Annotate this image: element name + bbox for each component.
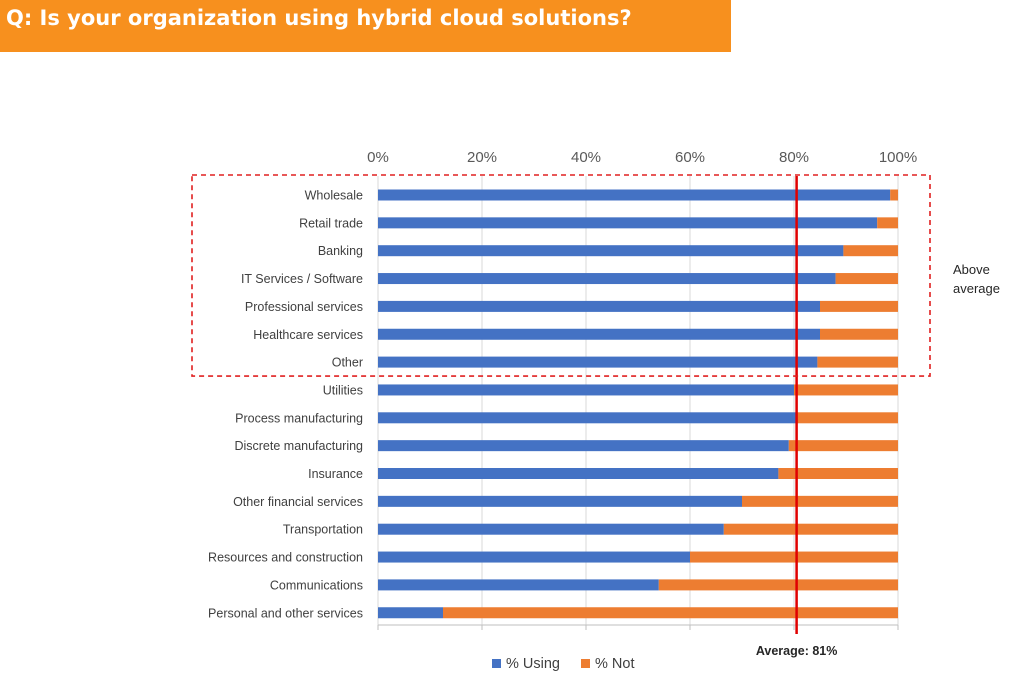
category-label: Banking (318, 244, 363, 258)
bar-not (820, 328, 898, 340)
bar-using (378, 328, 820, 340)
bar-not (877, 217, 898, 229)
bar-not (817, 356, 898, 368)
bar-not (742, 495, 898, 507)
bar-using (378, 607, 443, 619)
bar-not (794, 384, 898, 396)
title-banner: Q: Is your organization using hybrid clo… (0, 0, 731, 52)
bar-not (788, 440, 898, 452)
x-axis-ticks: 0% 20% 40% 60% 80% 100% (367, 149, 917, 166)
above-average-label: average (953, 281, 1000, 296)
bar-not (723, 523, 898, 535)
bars (378, 189, 898, 619)
bar-using (378, 412, 797, 424)
legend: % Using % Not (492, 656, 635, 672)
category-label: IT Services / Software (241, 272, 363, 286)
category-label: Other (332, 356, 363, 370)
bar-using (378, 356, 818, 368)
bar-not (443, 607, 898, 619)
bar-using (378, 217, 878, 229)
category-label: Process manufacturing (235, 411, 363, 425)
x-tick-label: 20% (467, 149, 497, 166)
annotations: Average: 81% Above average (191, 174, 1000, 658)
bar-using (378, 189, 891, 201)
category-label: Other financial services (233, 495, 363, 509)
bar-not (843, 245, 898, 257)
bar-using (378, 300, 820, 312)
bar-using (378, 468, 779, 479)
bar-using (378, 495, 742, 507)
bar-not (890, 189, 898, 201)
bar-not (820, 300, 898, 312)
bar-not (835, 273, 898, 285)
x-tick-label: 0% (367, 149, 389, 166)
category-label: Healthcare services (253, 328, 363, 342)
category-label: Communications (270, 578, 363, 592)
bar-not (778, 468, 898, 479)
category-label: Wholesale (305, 189, 363, 203)
legend-label-using: % Using (506, 656, 560, 672)
chart-title: Q: Is your organization using hybrid clo… (6, 6, 632, 30)
category-label: Resources and construction (208, 551, 363, 565)
bar-using (378, 273, 836, 285)
bar-not (796, 412, 898, 424)
above-average-label: Above (953, 262, 990, 277)
bar-using (378, 551, 690, 563)
bar-using (378, 579, 659, 591)
bar-using (378, 440, 789, 452)
bar-using (378, 384, 794, 396)
x-tick-label: 40% (571, 149, 601, 166)
x-tick-label: 100% (879, 149, 917, 166)
category-label: Professional services (245, 300, 363, 314)
average-label: Average: 81% (756, 644, 838, 658)
x-tick-label: 60% (675, 149, 705, 166)
legend-label-not: % Not (595, 656, 635, 672)
category-label: Discrete manufacturing (234, 439, 363, 453)
x-tick-label: 80% (779, 149, 809, 166)
category-label: Utilities (323, 383, 363, 397)
bar-using (378, 523, 724, 535)
category-label: Retail trade (299, 216, 363, 230)
category-label: Personal and other services (208, 606, 363, 620)
legend-swatch-using (492, 659, 501, 668)
bar-not (690, 551, 898, 563)
above-average-box (191, 174, 931, 377)
legend-swatch-not (581, 659, 590, 668)
category-labels: Wholesale Retail trade Banking IT Services … (208, 189, 363, 621)
bar-using (378, 245, 844, 257)
category-label: Transportation (283, 523, 363, 537)
bar-not (658, 579, 898, 591)
category-label: Insurance (308, 467, 363, 481)
